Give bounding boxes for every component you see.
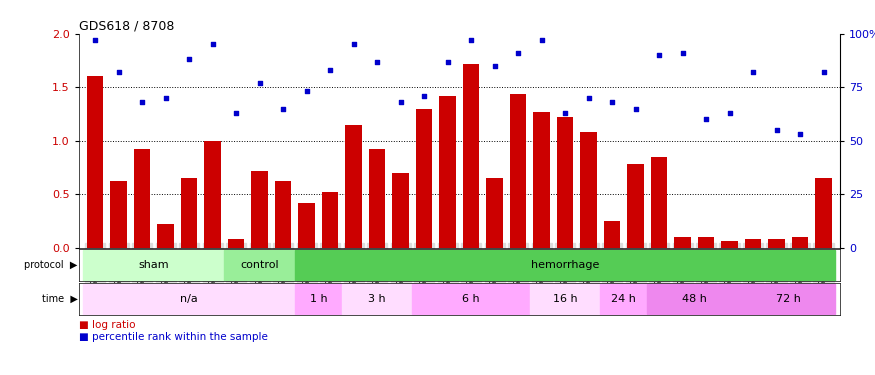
Bar xyxy=(556,117,573,248)
Bar xyxy=(87,76,103,248)
Point xyxy=(323,67,337,73)
Bar xyxy=(322,192,339,248)
Text: 72 h: 72 h xyxy=(776,294,801,304)
Bar xyxy=(721,241,738,248)
Point xyxy=(112,69,126,75)
Point xyxy=(135,99,149,105)
Bar xyxy=(392,172,409,248)
Bar xyxy=(580,132,597,248)
Bar xyxy=(228,239,244,248)
Bar xyxy=(439,96,456,248)
Bar xyxy=(275,181,291,248)
Point xyxy=(253,80,267,86)
Text: time  ▶: time ▶ xyxy=(42,294,78,304)
Bar xyxy=(600,284,648,314)
Point xyxy=(229,110,243,116)
Bar xyxy=(648,284,741,314)
Bar xyxy=(295,284,342,314)
Bar xyxy=(295,250,836,280)
Text: control: control xyxy=(241,260,279,270)
Point xyxy=(88,37,102,43)
Text: 24 h: 24 h xyxy=(612,294,636,304)
Point xyxy=(276,105,290,111)
Bar xyxy=(816,178,832,248)
Text: n/a: n/a xyxy=(180,294,198,304)
Point xyxy=(464,37,478,43)
Bar xyxy=(298,202,315,248)
Point xyxy=(816,69,830,75)
Point xyxy=(346,41,360,47)
Bar xyxy=(158,224,174,248)
Bar xyxy=(83,284,295,314)
Point xyxy=(394,99,408,105)
Text: 1 h: 1 h xyxy=(310,294,327,304)
Bar xyxy=(530,284,600,314)
Bar xyxy=(181,178,198,248)
Point xyxy=(558,110,572,116)
Bar xyxy=(251,171,268,248)
Bar xyxy=(675,237,690,248)
Point xyxy=(628,105,642,111)
Point xyxy=(206,41,220,47)
Bar xyxy=(510,94,527,248)
Bar xyxy=(463,64,480,248)
Point xyxy=(582,95,596,101)
Point xyxy=(723,110,737,116)
Bar xyxy=(745,239,761,248)
Bar xyxy=(487,178,503,248)
Bar xyxy=(134,149,150,248)
Text: ■ log ratio: ■ log ratio xyxy=(79,321,136,330)
Point xyxy=(770,127,784,133)
Text: 48 h: 48 h xyxy=(682,294,707,304)
Point xyxy=(487,63,501,69)
Text: 6 h: 6 h xyxy=(462,294,480,304)
Bar xyxy=(604,221,620,248)
Bar xyxy=(369,149,385,248)
Bar xyxy=(346,124,362,248)
Point xyxy=(793,131,807,137)
Bar xyxy=(741,284,836,314)
Text: 16 h: 16 h xyxy=(553,294,578,304)
Bar xyxy=(224,250,295,280)
Bar xyxy=(342,284,412,314)
Point xyxy=(370,58,384,64)
Bar xyxy=(651,157,668,248)
Point xyxy=(652,52,666,58)
Point xyxy=(158,95,172,101)
Text: GDS618 / 8708: GDS618 / 8708 xyxy=(79,20,174,33)
Text: 3 h: 3 h xyxy=(368,294,386,304)
Point xyxy=(676,50,690,56)
Bar xyxy=(768,239,785,248)
Point xyxy=(299,88,313,94)
Bar xyxy=(412,284,530,314)
Text: hemorrhage: hemorrhage xyxy=(531,260,599,270)
Point xyxy=(535,37,549,43)
Text: protocol  ▶: protocol ▶ xyxy=(24,260,78,270)
Point xyxy=(746,69,760,75)
Point xyxy=(441,58,455,64)
Point xyxy=(182,56,196,62)
Point xyxy=(417,93,431,99)
Point xyxy=(606,99,620,105)
Point xyxy=(511,50,525,56)
Bar xyxy=(205,141,220,248)
Bar xyxy=(416,108,432,248)
Bar xyxy=(792,237,808,248)
Text: ■ percentile rank within the sample: ■ percentile rank within the sample xyxy=(79,332,268,342)
Bar xyxy=(627,164,644,248)
Bar xyxy=(110,181,127,248)
Text: sham: sham xyxy=(138,260,169,270)
Bar xyxy=(698,237,714,248)
Bar xyxy=(83,250,224,280)
Bar xyxy=(534,112,550,248)
Point xyxy=(699,116,713,122)
